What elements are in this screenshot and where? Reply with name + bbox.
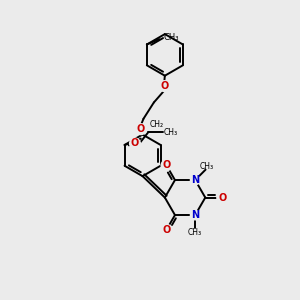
- Text: O: O: [218, 193, 226, 202]
- Text: CH₂: CH₂: [150, 120, 164, 129]
- Circle shape: [159, 81, 169, 92]
- Text: CH₃: CH₃: [188, 227, 202, 236]
- Circle shape: [130, 138, 140, 149]
- Text: O: O: [162, 225, 171, 235]
- Text: N: N: [191, 175, 199, 185]
- Text: O: O: [131, 139, 139, 148]
- Text: O: O: [162, 160, 171, 170]
- Text: O: O: [160, 81, 168, 91]
- Circle shape: [190, 210, 200, 220]
- Circle shape: [161, 160, 172, 171]
- Circle shape: [217, 192, 228, 203]
- Text: N: N: [191, 210, 199, 220]
- Text: CH₃: CH₃: [164, 128, 178, 137]
- Circle shape: [136, 124, 146, 134]
- Circle shape: [190, 175, 200, 185]
- Text: O: O: [137, 124, 145, 134]
- Text: CH₃: CH₃: [200, 162, 214, 171]
- Text: CH₃: CH₃: [163, 33, 179, 42]
- Circle shape: [161, 224, 172, 235]
